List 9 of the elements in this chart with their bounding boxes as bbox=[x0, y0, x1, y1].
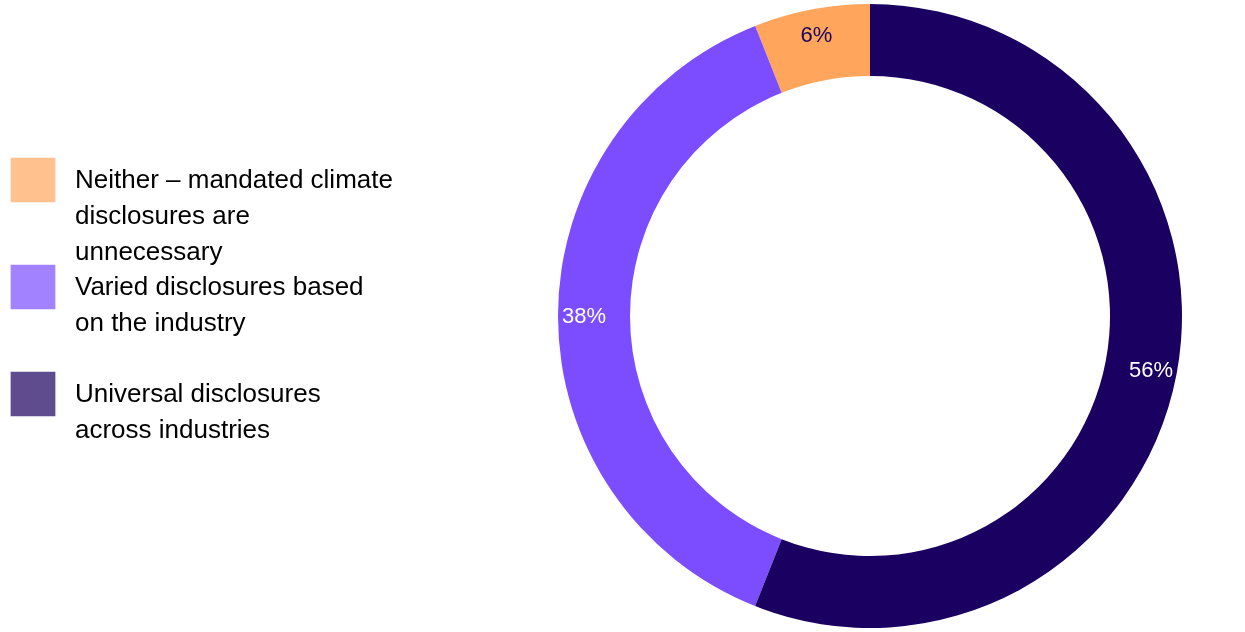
donut-slice bbox=[558, 25, 782, 607]
legend-label: Varied disclosures based on the industry bbox=[75, 271, 364, 337]
legend-label: Universal disclosures across industries bbox=[75, 378, 321, 444]
data-label: 56% bbox=[1128, 356, 1173, 382]
donut-slice bbox=[755, 4, 1182, 628]
data-label: 6% bbox=[800, 22, 833, 48]
legend-label: Neither – mandated climate disclosures are unnecessary bbox=[75, 164, 393, 266]
donut-slice bbox=[755, 4, 870, 93]
data-label: 38% bbox=[561, 303, 607, 328]
